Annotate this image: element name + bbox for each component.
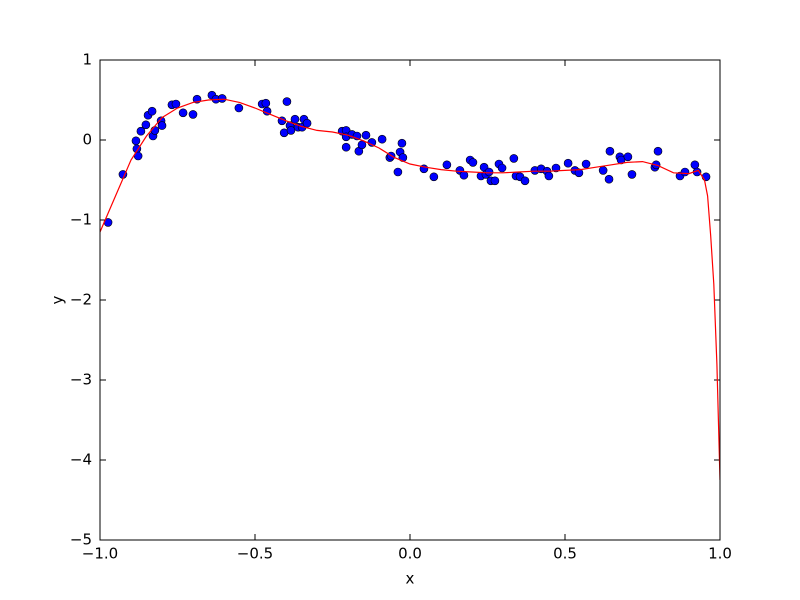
scatter-point	[690, 160, 700, 170]
x-tick-label: 0.5	[553, 545, 577, 563]
scatter-point	[701, 172, 711, 182]
scatter-point	[604, 174, 614, 184]
x-axis-label: x	[406, 570, 415, 588]
scatter-point	[377, 134, 387, 144]
x-tick-label: 0.0	[398, 545, 422, 563]
scatter-point	[157, 121, 167, 130]
scatter-point	[598, 166, 608, 175]
scatter-point	[605, 146, 615, 156]
y-tick-label: −4	[70, 451, 92, 469]
scatter-point	[544, 171, 554, 181]
scatter-point	[150, 126, 160, 135]
scatter-point	[397, 138, 407, 148]
scatter-point	[131, 136, 141, 146]
scatter-point	[136, 126, 146, 136]
y-tick-label: −3	[70, 371, 92, 389]
fit-line	[100, 98, 720, 481]
scatter-point	[442, 160, 452, 170]
y-tick-label: 0	[82, 131, 92, 149]
scatter-point	[261, 98, 271, 108]
y-axis-label: y	[49, 295, 67, 304]
scatter-point	[361, 130, 371, 140]
scatter-point	[563, 158, 573, 168]
scatter-point	[653, 146, 663, 156]
y-tick-label: −5	[70, 531, 92, 549]
x-tick-label: −1.0	[82, 545, 118, 563]
scatter-point	[171, 99, 181, 109]
scatter-point	[574, 168, 584, 178]
scatter-point	[302, 118, 312, 128]
scatter-point	[178, 108, 188, 118]
scatter-point	[581, 159, 591, 169]
scatter-point	[234, 103, 244, 113]
scatter-point	[459, 170, 469, 180]
scatter-point	[147, 106, 157, 116]
y-tick-label: −1	[70, 211, 92, 229]
scatter-point	[286, 126, 296, 135]
scatter-point	[393, 167, 403, 177]
scatter-point	[509, 154, 519, 163]
scatter-point	[551, 163, 561, 173]
scatter-point	[188, 110, 198, 119]
scatter-point	[623, 152, 633, 162]
plot-frame	[99, 59, 721, 541]
y-tick-label: −2	[70, 291, 92, 309]
y-tick-label: 1	[82, 51, 92, 69]
scatter-point	[290, 114, 300, 124]
x-tick-label: 1.0	[708, 545, 732, 563]
scatter-point	[141, 120, 151, 130]
scatter-point	[429, 172, 439, 182]
scatter-point	[497, 163, 507, 173]
scatter-point	[680, 167, 690, 177]
scatter-point	[520, 176, 530, 186]
scatter-point	[484, 167, 494, 177]
scatter-point	[282, 97, 292, 106]
scatter-point	[217, 94, 227, 103]
scatter-point	[341, 142, 351, 152]
scatter-point	[627, 170, 637, 179]
scatter-point	[468, 158, 478, 167]
x-tick-label: −0.5	[237, 545, 273, 563]
scatter-point	[490, 176, 500, 186]
